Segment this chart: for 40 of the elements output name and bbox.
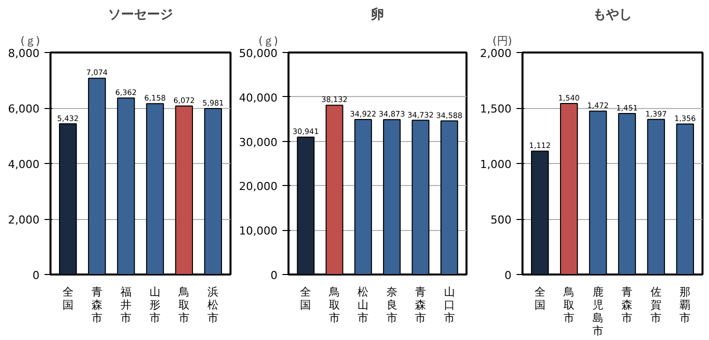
- x-tick-label: 全国: [300, 286, 312, 312]
- x-tick-label: 全国: [62, 286, 74, 312]
- x-tick-label: 青森市: [415, 286, 426, 324]
- y-tick-label: 500: [490, 214, 512, 226]
- y-tick-label: 30,000: [239, 136, 278, 149]
- y-tick-label: 2,000: [8, 214, 40, 226]
- y-axis-title: (ｇ): [20, 34, 40, 48]
- y-tick-label: 2,000: [480, 47, 512, 60]
- y-tick-label: 0: [504, 269, 512, 282]
- y-tick-label: 6,000: [8, 102, 40, 116]
- y-tick-label: 0: [32, 269, 40, 282]
- x-tick-label: 全国: [534, 286, 546, 312]
- y-axis-title: (円): [492, 34, 512, 48]
- y-tick-label: 10,000: [239, 224, 278, 238]
- x-tick-label: 鳥取市: [562, 286, 574, 324]
- x-tick-label: 青森市: [622, 286, 633, 324]
- y-tick-label: 4,000: [8, 158, 40, 171]
- x-tick-label: 山形市: [150, 286, 161, 324]
- x-tick-label: 奈良市: [386, 286, 398, 324]
- y-tick-label: 20,000: [239, 180, 278, 194]
- x-tick-label: 福井市: [120, 286, 132, 324]
- x-tick-label: 鳥取市: [178, 286, 190, 324]
- chart-title: 卵: [370, 6, 384, 22]
- x-tick-label: 青森市: [91, 286, 102, 324]
- y-tick-label: 0: [270, 269, 278, 282]
- x-tick-label: 佐賀市: [650, 286, 662, 324]
- y-tick-label: 1,500: [480, 102, 512, 116]
- chart-title: ソーセージ: [108, 8, 173, 22]
- y-axis-title: (ｇ): [258, 34, 278, 48]
- x-tick-label: 山口市: [444, 286, 455, 324]
- chart-title: もやし: [593, 8, 632, 22]
- x-tick-label: 松山市: [358, 286, 369, 324]
- y-tick-label: 40,000: [239, 91, 278, 104]
- x-tick-label: 鳥取市: [328, 286, 340, 324]
- x-tick-label: 鹿児島市: [592, 286, 604, 338]
- y-tick-label: 1,000: [480, 158, 512, 171]
- x-tick-label: 那覇市: [680, 286, 691, 324]
- y-tick-label: 8,000: [8, 47, 40, 60]
- y-tick-label: 50,000: [239, 47, 278, 60]
- x-tick-label: 浜松市: [208, 286, 219, 324]
